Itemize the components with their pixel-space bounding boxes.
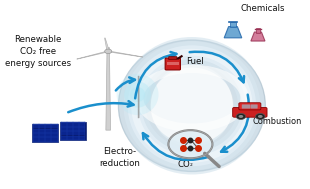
FancyBboxPatch shape xyxy=(67,122,73,127)
Ellipse shape xyxy=(117,74,158,115)
FancyBboxPatch shape xyxy=(45,137,51,142)
FancyBboxPatch shape xyxy=(60,131,67,136)
Circle shape xyxy=(168,130,212,158)
FancyArrowPatch shape xyxy=(190,52,244,82)
FancyBboxPatch shape xyxy=(79,131,86,136)
Circle shape xyxy=(258,115,263,118)
FancyBboxPatch shape xyxy=(79,136,86,140)
FancyArrowPatch shape xyxy=(143,133,209,160)
Circle shape xyxy=(236,113,246,119)
FancyArrowPatch shape xyxy=(221,95,249,152)
Text: ₂: ₂ xyxy=(190,161,193,167)
FancyBboxPatch shape xyxy=(39,133,45,137)
FancyBboxPatch shape xyxy=(73,122,79,127)
FancyBboxPatch shape xyxy=(169,57,177,60)
Ellipse shape xyxy=(130,87,145,102)
FancyBboxPatch shape xyxy=(67,131,73,136)
FancyBboxPatch shape xyxy=(250,105,258,108)
Polygon shape xyxy=(108,51,143,57)
FancyBboxPatch shape xyxy=(51,124,58,129)
Text: Fuel: Fuel xyxy=(187,57,204,66)
FancyBboxPatch shape xyxy=(60,136,67,140)
FancyBboxPatch shape xyxy=(39,137,45,142)
FancyBboxPatch shape xyxy=(79,127,86,131)
FancyBboxPatch shape xyxy=(51,133,58,137)
FancyBboxPatch shape xyxy=(67,136,73,140)
FancyBboxPatch shape xyxy=(33,129,39,133)
Text: CO: CO xyxy=(177,160,190,169)
Ellipse shape xyxy=(151,64,233,147)
FancyBboxPatch shape xyxy=(39,124,45,129)
FancyBboxPatch shape xyxy=(239,103,261,110)
FancyBboxPatch shape xyxy=(45,133,51,137)
FancyBboxPatch shape xyxy=(60,127,67,131)
FancyBboxPatch shape xyxy=(32,124,58,142)
Ellipse shape xyxy=(124,81,151,108)
Polygon shape xyxy=(224,27,242,38)
FancyBboxPatch shape xyxy=(60,122,86,140)
Polygon shape xyxy=(104,38,109,51)
Polygon shape xyxy=(77,51,109,59)
FancyBboxPatch shape xyxy=(165,58,180,70)
FancyBboxPatch shape xyxy=(242,105,250,108)
FancyBboxPatch shape xyxy=(73,127,79,131)
FancyBboxPatch shape xyxy=(73,136,79,140)
FancyBboxPatch shape xyxy=(33,137,39,142)
Text: Chemicals: Chemicals xyxy=(240,4,285,13)
FancyBboxPatch shape xyxy=(256,29,260,33)
FancyBboxPatch shape xyxy=(33,124,39,129)
Polygon shape xyxy=(106,48,111,130)
FancyBboxPatch shape xyxy=(39,129,45,133)
FancyBboxPatch shape xyxy=(67,127,73,131)
FancyArrowPatch shape xyxy=(135,52,176,98)
FancyBboxPatch shape xyxy=(79,122,86,127)
Polygon shape xyxy=(251,32,265,41)
FancyBboxPatch shape xyxy=(60,122,67,127)
FancyBboxPatch shape xyxy=(45,129,51,133)
FancyBboxPatch shape xyxy=(230,22,236,27)
FancyBboxPatch shape xyxy=(73,131,79,136)
Text: Electro-
reduction: Electro- reduction xyxy=(100,147,140,168)
Circle shape xyxy=(239,115,243,118)
FancyBboxPatch shape xyxy=(167,62,179,65)
Circle shape xyxy=(105,49,112,54)
FancyBboxPatch shape xyxy=(45,124,51,129)
Ellipse shape xyxy=(118,40,265,171)
FancyBboxPatch shape xyxy=(233,107,267,117)
Text: Combustion: Combustion xyxy=(252,117,302,126)
Circle shape xyxy=(255,113,265,119)
FancyBboxPatch shape xyxy=(51,129,58,133)
FancyBboxPatch shape xyxy=(33,133,39,137)
FancyBboxPatch shape xyxy=(51,137,58,142)
Text: Renewable
CO₂ free
energy sources: Renewable CO₂ free energy sources xyxy=(5,35,71,68)
